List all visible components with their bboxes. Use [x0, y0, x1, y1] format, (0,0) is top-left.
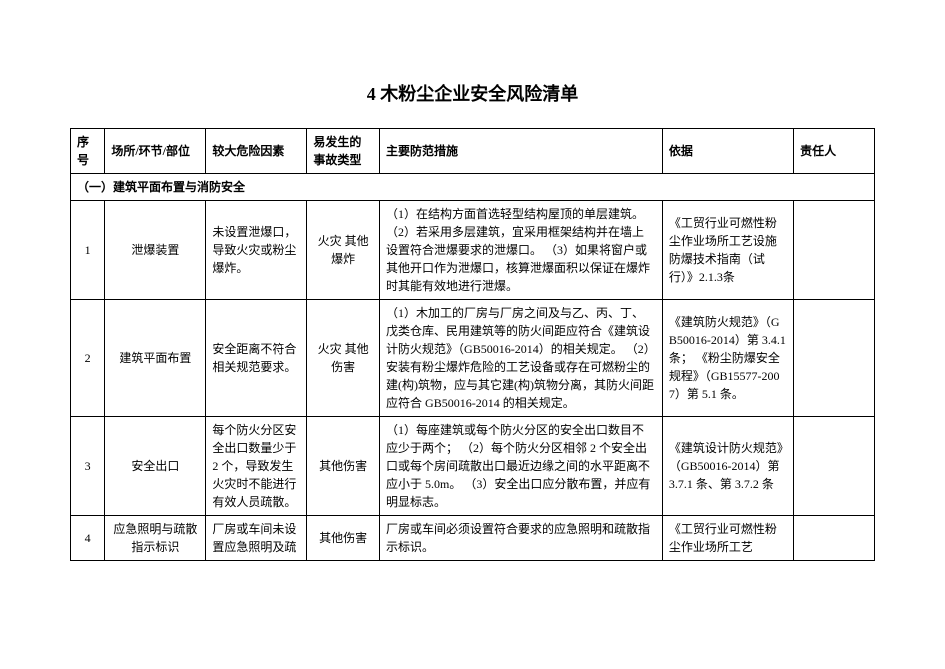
cell-idx: 2: [71, 300, 105, 417]
cell-resp: [794, 417, 875, 516]
cell-basis: 《工贸行业可燃性粉尘作业场所工艺: [662, 516, 793, 561]
cell-basis: 《建筑设计防火规范》（GB50016-2014）第 3.7.1 条、第 3.7.…: [662, 417, 793, 516]
col-header-loc: 场所/环节/部位: [105, 129, 206, 174]
cell-resp: [794, 201, 875, 300]
table-row: 2 建筑平面布置 安全距离不符合相关规范要求。 火灾 其他伤害 （1）木加工的厂…: [71, 300, 875, 417]
cell-meas: （1）每座建筑或每个防火分区的安全出口数目不应少于两个； （2）每个防火分区相邻…: [380, 417, 663, 516]
table-row: 1 泄爆装置 未设置泄爆口，导致火灾或粉尘爆炸。 火灾 其他爆炸 （1）在结构方…: [71, 201, 875, 300]
table-header-row: 序号 场所/环节/部位 较大危险因素 易发生的事故类型 主要防范措施 依据 责任…: [71, 129, 875, 174]
table-row: 3 安全出口 每个防火分区安全出口数量少于 2 个，导致发生火灾时不能进行有效人…: [71, 417, 875, 516]
section-heading-row: （一）建筑平面布置与消防安全: [71, 174, 875, 201]
cell-acc: 其他伤害: [307, 516, 380, 561]
cell-risk: 每个防火分区安全出口数量少于 2 个，导致发生火灾时不能进行有效人员疏散。: [206, 417, 307, 516]
cell-meas: （1）在结构方面首选轻型结构屋顶的单层建筑。 （2）若采用多层建筑，宜采用框架结…: [380, 201, 663, 300]
cell-idx: 1: [71, 201, 105, 300]
cell-idx: 4: [71, 516, 105, 561]
cell-basis: 《工贸行业可燃性粉尘作业场所工艺设施防爆技术指南（试行）》2.1.3条: [662, 201, 793, 300]
cell-loc: 应急照明与疏散指示标识: [105, 516, 206, 561]
col-header-acc: 易发生的事故类型: [307, 129, 380, 174]
cell-meas: （1）木加工的厂房与厂房之间及与乙、丙、丁、戊类仓库、民用建筑等的防火间距应符合…: [380, 300, 663, 417]
cell-idx: 3: [71, 417, 105, 516]
cell-loc: 建筑平面布置: [105, 300, 206, 417]
risk-table: 序号 场所/环节/部位 较大危险因素 易发生的事故类型 主要防范措施 依据 责任…: [70, 128, 875, 561]
section-heading: （一）建筑平面布置与消防安全: [71, 174, 875, 201]
cell-loc: 泄爆装置: [105, 201, 206, 300]
col-header-risk: 较大危险因素: [206, 129, 307, 174]
col-header-resp: 责任人: [794, 129, 875, 174]
cell-risk: 未设置泄爆口，导致火灾或粉尘爆炸。: [206, 201, 307, 300]
cell-acc: 火灾 其他伤害: [307, 300, 380, 417]
cell-meas: 厂房或车间必须设置符合要求的应急照明和疏散指示标识。: [380, 516, 663, 561]
cell-resp: [794, 516, 875, 561]
col-header-basis: 依据: [662, 129, 793, 174]
cell-basis: 《建筑防火规范》（GB50016-2014）第 3.4.1 条； 《粉尘防爆安全…: [662, 300, 793, 417]
col-header-meas: 主要防范措施: [380, 129, 663, 174]
col-header-idx: 序号: [71, 129, 105, 174]
table-row: 4 应急照明与疏散指示标识 厂房或车间未设置应急照明及疏 其他伤害 厂房或车间必…: [71, 516, 875, 561]
page-title: 4 木粉尘企业安全风险清单: [70, 80, 875, 106]
cell-acc: 其他伤害: [307, 417, 380, 516]
cell-risk: 厂房或车间未设置应急照明及疏: [206, 516, 307, 561]
cell-resp: [794, 300, 875, 417]
document-page: 4 木粉尘企业安全风险清单 序号 场所/环节/部位 较大危险因素 易发生的事故类…: [0, 0, 945, 561]
cell-loc: 安全出口: [105, 417, 206, 516]
cell-risk: 安全距离不符合相关规范要求。: [206, 300, 307, 417]
cell-acc: 火灾 其他爆炸: [307, 201, 380, 300]
